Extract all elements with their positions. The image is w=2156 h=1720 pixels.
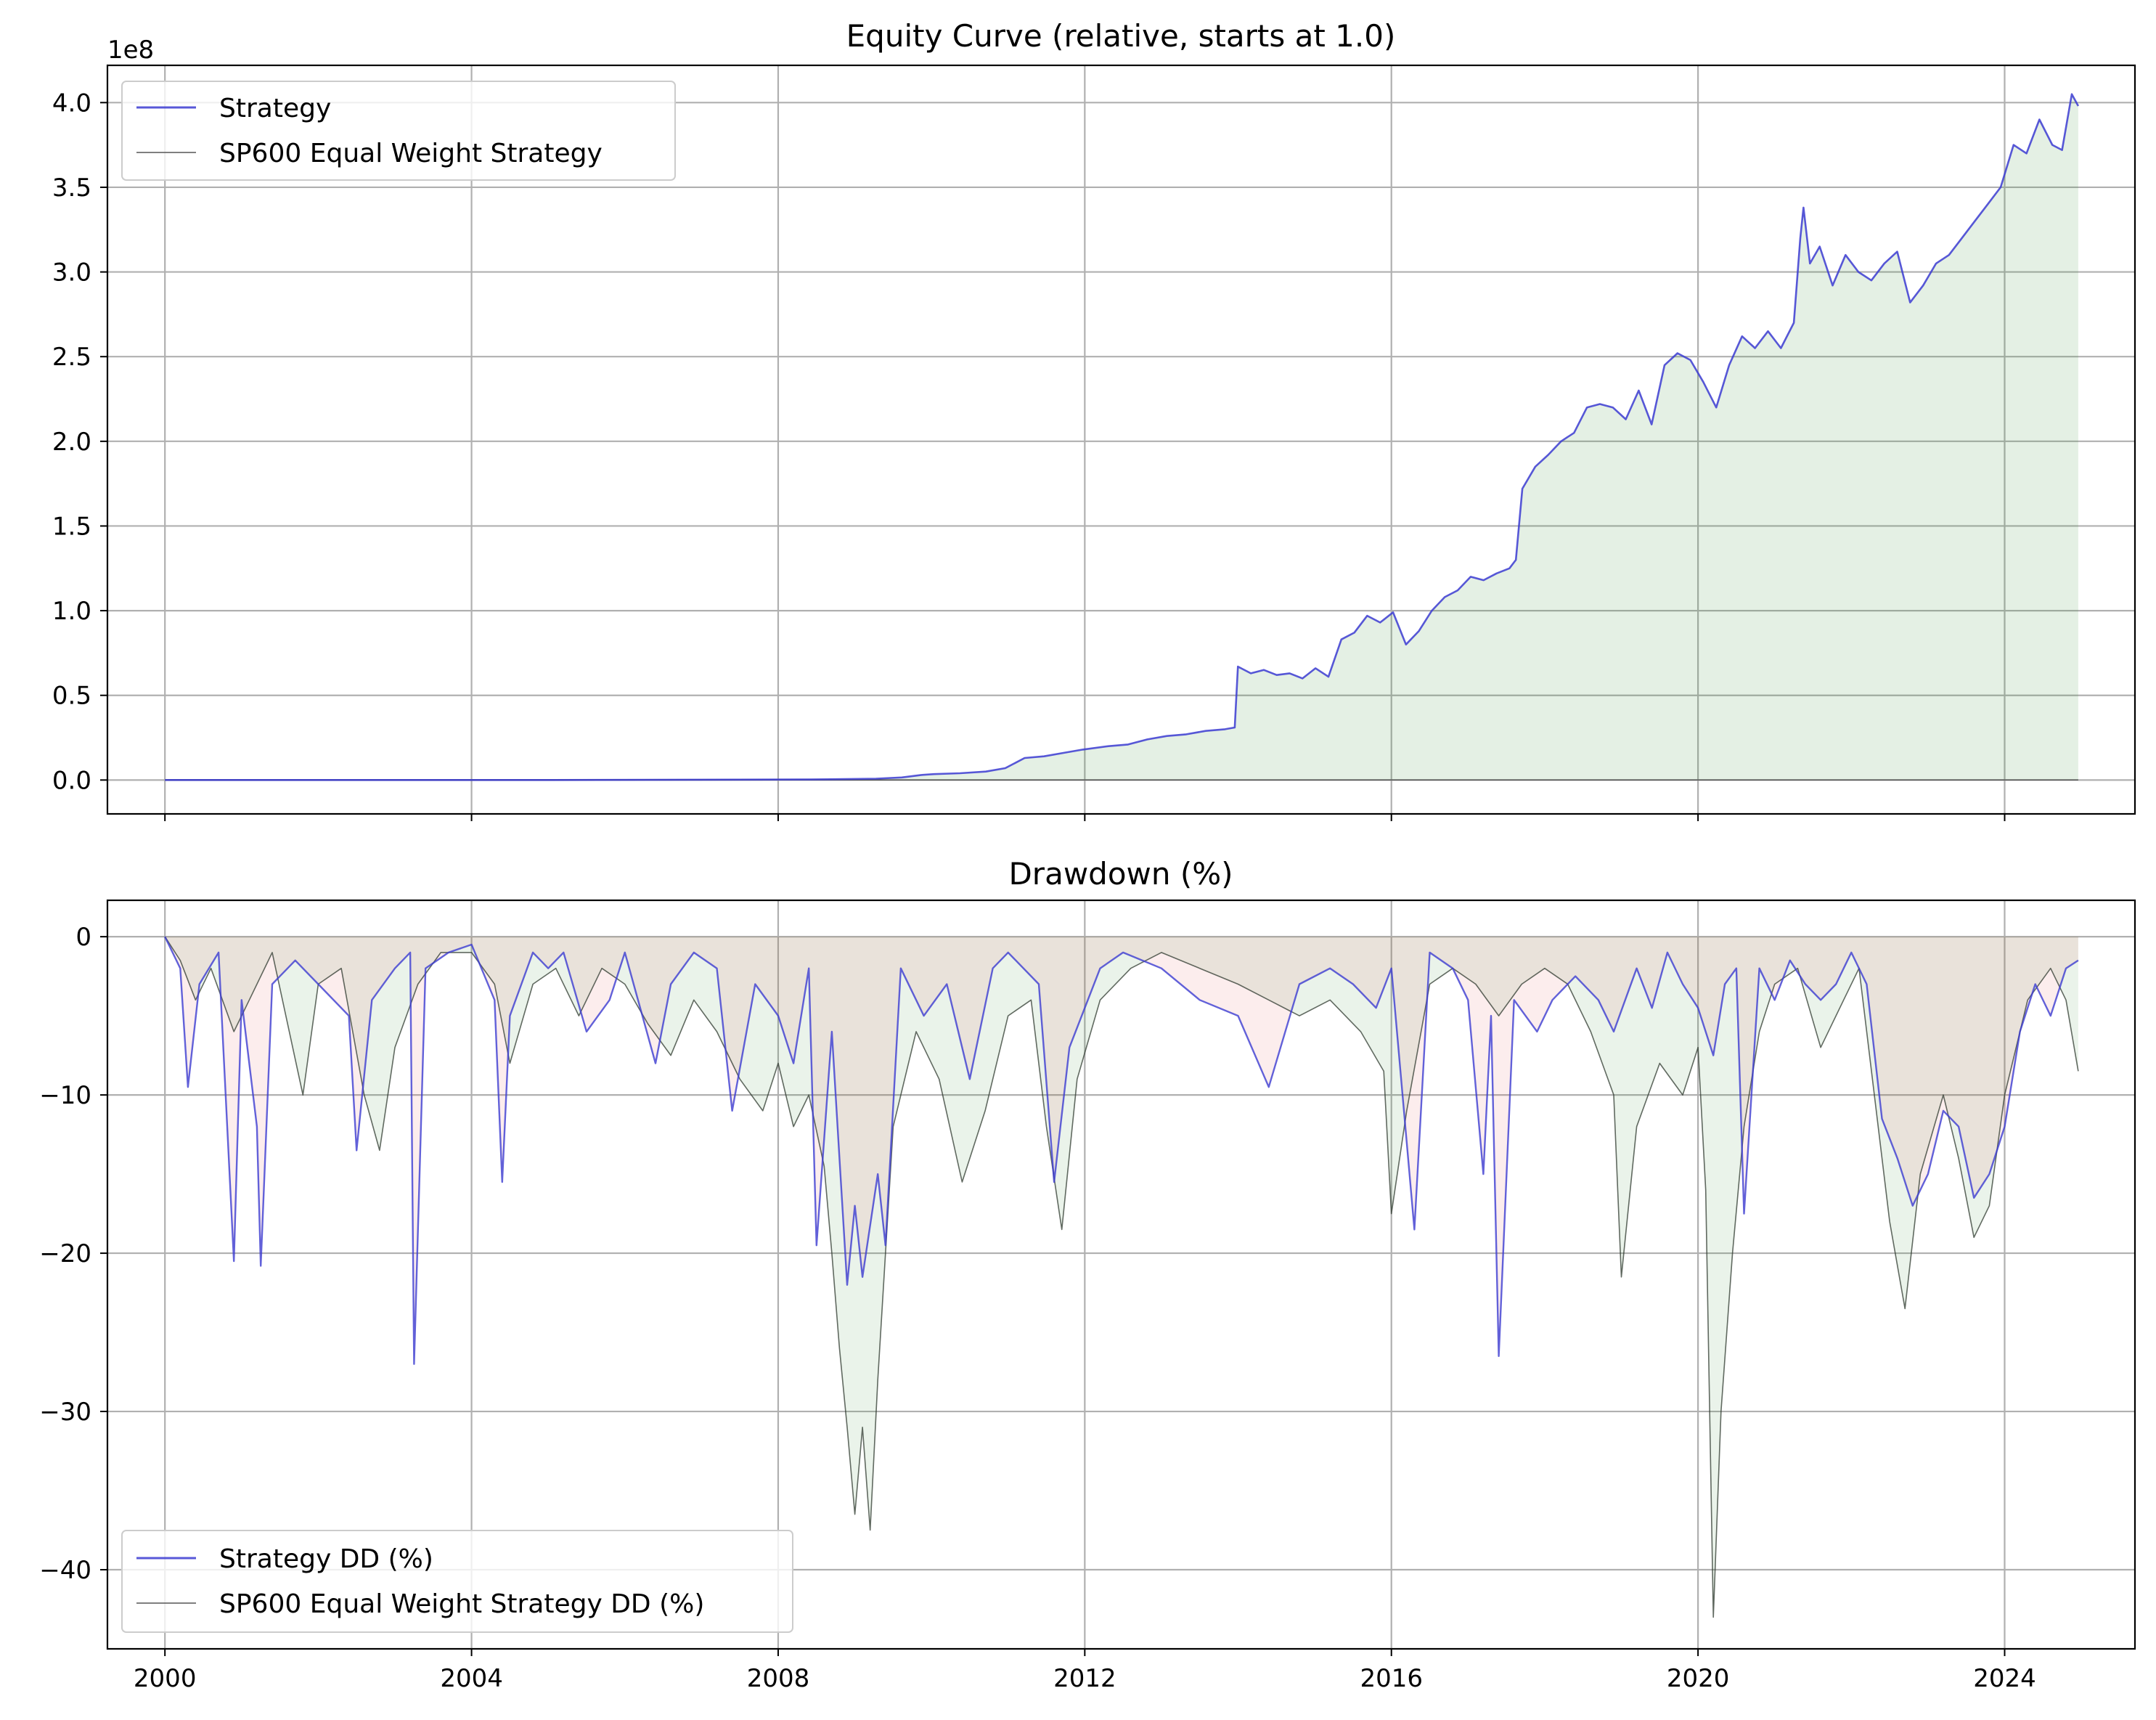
y-tick-label: 3.5 bbox=[52, 174, 91, 203]
drawdown-panel: Drawdown (%) 2000 2004 2008 2012 2016 2020 202… bbox=[39, 856, 2136, 1693]
x-tick-label: 2020 bbox=[1667, 1664, 1730, 1693]
legend-label-sp600-dd: SP600 Equal Weight Strategy DD (%) bbox=[219, 1589, 704, 1619]
drawdown-axis-ticks: 2000 2004 2008 2012 2016 2020 2024 0 −10 −20 −30 −4… bbox=[39, 923, 2036, 1693]
drawdown-area-fills bbox=[165, 937, 2078, 1618]
y-tick-label: −10 bbox=[39, 1081, 91, 1110]
x-tick-label: 2024 bbox=[1973, 1664, 2036, 1693]
x-tick-label: 2004 bbox=[440, 1664, 503, 1693]
strategy-dd-line bbox=[164, 936, 2079, 1365]
equity-legend-box bbox=[121, 81, 676, 181]
y-tick-label: 2.5 bbox=[52, 343, 91, 372]
outperformance-fill bbox=[165, 94, 2078, 780]
benchmark-dd-fill bbox=[165, 937, 2078, 1618]
y-tick-label: 1.5 bbox=[52, 512, 91, 541]
legend-label-strategy-dd: Strategy DD (%) bbox=[219, 1544, 433, 1574]
equity-area-fills bbox=[165, 94, 2078, 780]
x-tick-label: 2016 bbox=[1360, 1664, 1423, 1693]
y-tick-label: −30 bbox=[39, 1398, 91, 1427]
drawdown-title: Drawdown (%) bbox=[1008, 856, 1233, 892]
equity-axis-ticks: 0.0 0.5 1.0 1.5 2.0 2.5 3.0 3.5 4.0 bbox=[52, 89, 2006, 821]
equity-panel: Equity Curve (relative, starts at 1.0) 1… bbox=[52, 18, 2136, 821]
x-tick-label: 2000 bbox=[134, 1664, 197, 1693]
drawdown-plot-frame bbox=[106, 899, 2136, 1650]
equity-plot-frame bbox=[106, 64, 2136, 815]
y-tick-label: 0.5 bbox=[52, 682, 91, 711]
drawdown-series-lines bbox=[164, 936, 2079, 1618]
y-tick-label: 3.0 bbox=[52, 258, 91, 288]
drawdown-legend-box bbox=[121, 1530, 793, 1633]
legend-label-sp600: SP600 Equal Weight Strategy bbox=[219, 139, 603, 168]
drawdown-gridlines bbox=[107, 900, 2135, 1649]
strategy-dd-fill bbox=[165, 937, 2078, 1364]
strategy-line bbox=[165, 93, 2080, 781]
drawdown-legend: Strategy DD (%) SP600 Equal Weight Strat… bbox=[121, 1530, 793, 1633]
y-tick-label: 4.0 bbox=[52, 89, 91, 118]
legend-label-strategy: Strategy bbox=[219, 94, 331, 123]
y-tick-label: 1.0 bbox=[52, 597, 91, 626]
x-tick-label: 2012 bbox=[1053, 1664, 1116, 1693]
equity-series-lines bbox=[165, 93, 2080, 781]
y-tick-label: 0 bbox=[75, 923, 91, 952]
y-tick-label: −20 bbox=[39, 1239, 91, 1268]
equity-legend: Strategy SP600 Equal Weight Strategy bbox=[121, 81, 676, 181]
x-tick-label: 2008 bbox=[747, 1664, 810, 1693]
equity-y-offset-label: 1e8 bbox=[107, 36, 154, 65]
sp600-dd-line bbox=[164, 936, 2079, 1618]
y-tick-label: 2.0 bbox=[52, 428, 91, 457]
y-tick-label: −40 bbox=[39, 1556, 91, 1585]
y-tick-label: 0.0 bbox=[52, 766, 91, 795]
equity-title: Equity Curve (relative, starts at 1.0) bbox=[846, 18, 1396, 54]
